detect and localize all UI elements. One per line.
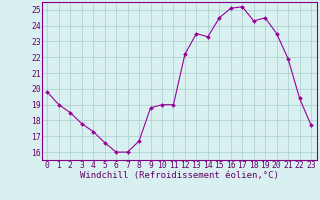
X-axis label: Windchill (Refroidissement éolien,°C): Windchill (Refroidissement éolien,°C) bbox=[80, 171, 279, 180]
